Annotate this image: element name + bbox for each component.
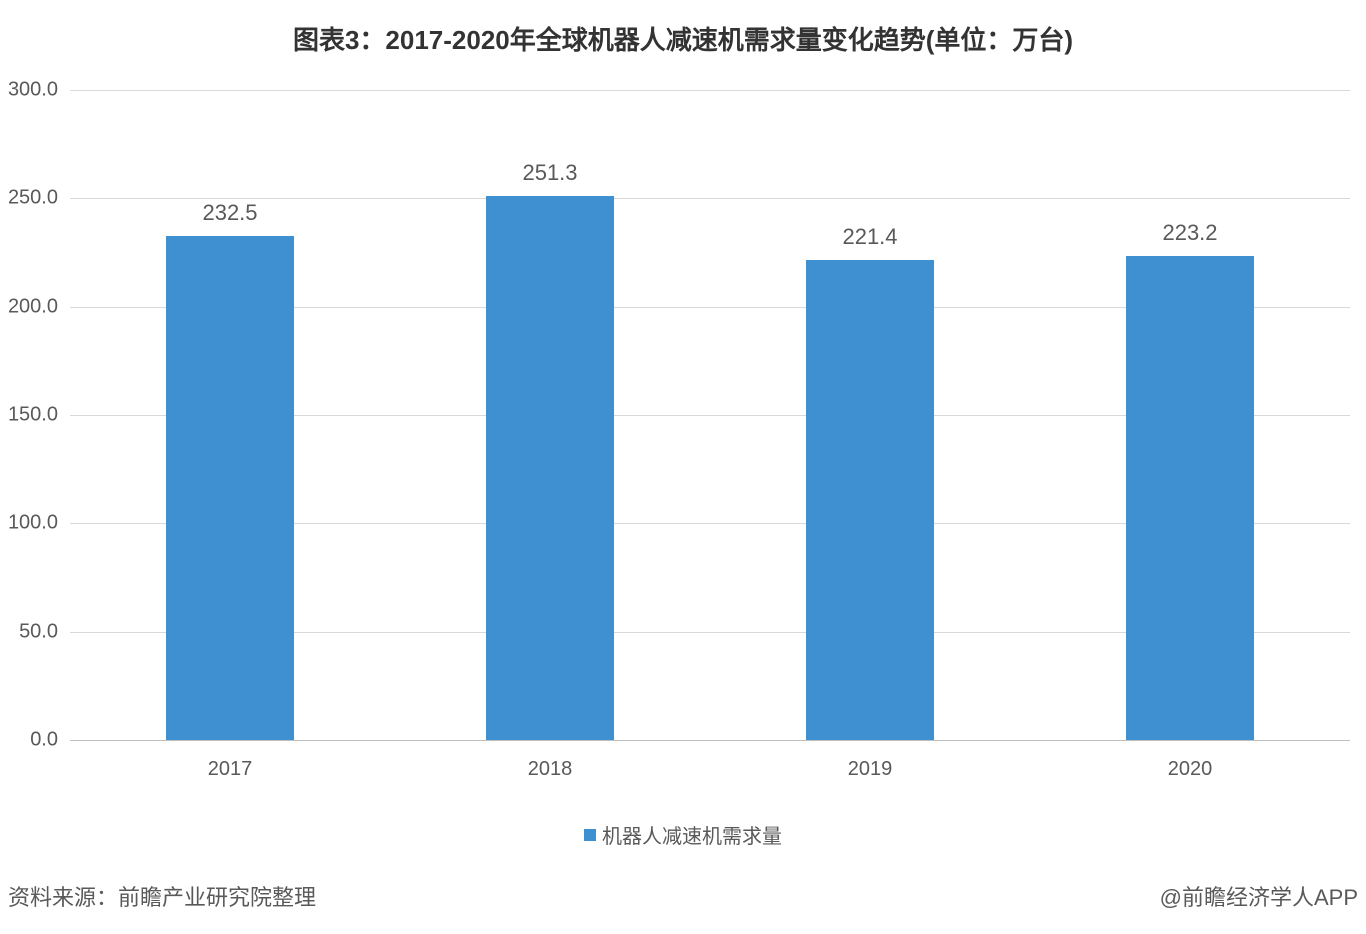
bar-value-label: 251.3 (522, 160, 577, 196)
bar: 251.3 (486, 196, 614, 740)
y-tick-label: 100.0 (8, 512, 70, 535)
x-tick-label: 2017 (208, 740, 253, 781)
source-text: 前瞻产业研究院整理 (118, 885, 316, 910)
y-tick-label: 300.0 (8, 79, 70, 102)
bar-value-label: 221.4 (842, 224, 897, 260)
y-tick-label: 200.0 (8, 295, 70, 318)
bar-value-label: 232.5 (202, 200, 257, 236)
y-tick-label: 250.0 (8, 187, 70, 210)
gridline (70, 740, 1350, 741)
bar: 232.5 (166, 236, 294, 740)
bar: 221.4 (806, 260, 934, 740)
chart-legend: 机器人减速机需求量 (0, 820, 1366, 849)
attribution-text: @前瞻经济学人APP (1160, 880, 1358, 912)
gridline (70, 198, 1350, 199)
legend-label: 机器人减速机需求量 (602, 820, 782, 849)
legend-swatch (584, 829, 596, 841)
chart-plot-area: 0.050.0100.0150.0200.0250.0300.0232.5201… (70, 90, 1350, 740)
x-tick-label: 2020 (1168, 740, 1213, 781)
gridline (70, 90, 1350, 91)
source-prefix: 资料来源： (8, 885, 118, 910)
chart-title: 图表3：2017-2020年全球机器人减速机需求量变化趋势(单位：万台) (0, 20, 1366, 57)
y-tick-label: 0.0 (30, 729, 70, 752)
y-tick-label: 150.0 (8, 404, 70, 427)
bar-value-label: 223.2 (1162, 220, 1217, 256)
source-line: 资料来源：前瞻产业研究院整理 (8, 880, 316, 912)
x-tick-label: 2018 (528, 740, 573, 781)
bar: 223.2 (1126, 256, 1254, 740)
x-tick-label: 2019 (848, 740, 893, 781)
y-tick-label: 50.0 (19, 620, 70, 643)
